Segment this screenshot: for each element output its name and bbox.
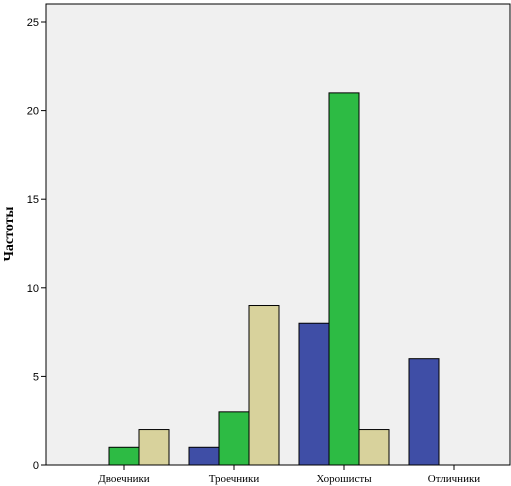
- y-tick-label: 25: [27, 17, 39, 29]
- bar: [108, 446, 140, 466]
- bar: [408, 358, 440, 466]
- bar: [298, 322, 330, 466]
- y-tick-label: 20: [27, 106, 39, 118]
- bar: [188, 446, 220, 466]
- bar: [218, 411, 250, 466]
- y-tick-label: 0: [33, 460, 39, 472]
- x-category-label: Отличники: [428, 473, 481, 485]
- x-category-label: Троечники: [209, 473, 260, 485]
- x-category-label: Двоечники: [98, 473, 150, 485]
- bar: [328, 92, 360, 466]
- bar: [248, 305, 280, 466]
- y-tick-label: 15: [27, 194, 39, 206]
- bar: [138, 429, 170, 466]
- y-axis-label: Частоты: [2, 207, 17, 262]
- x-category-label: Хорошисты: [316, 473, 372, 485]
- bar: [358, 429, 390, 466]
- y-tick-label: 5: [33, 371, 39, 383]
- y-tick-label: 10: [27, 283, 39, 295]
